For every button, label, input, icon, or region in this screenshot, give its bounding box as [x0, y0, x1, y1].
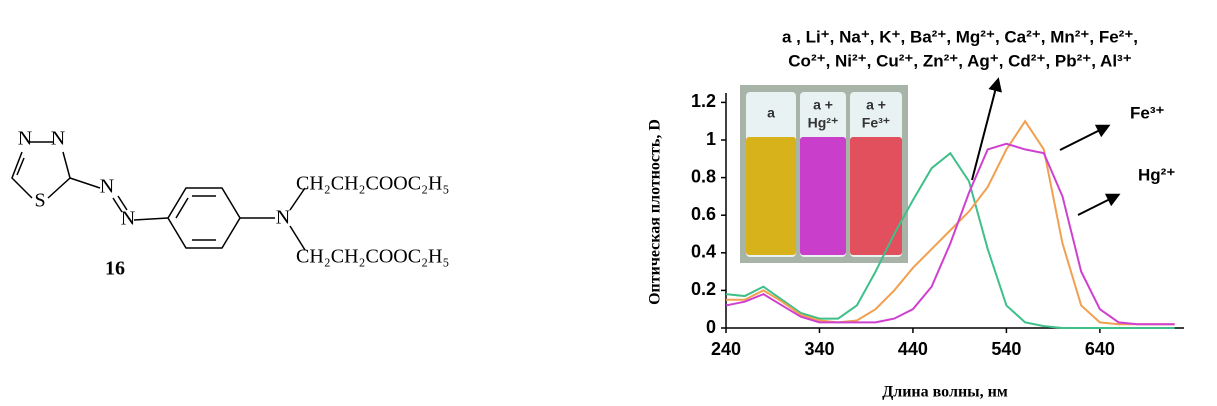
x-tick-label: 340	[804, 339, 834, 359]
x-tick-label: 640	[1085, 339, 1115, 359]
compound-label: 16	[105, 258, 125, 280]
y-tick-label: 0.8	[691, 166, 716, 186]
inset-label: Hg²⁺	[808, 115, 839, 131]
inset-label: Fe³⁺	[862, 115, 890, 131]
y-tick-label: 0.2	[691, 279, 716, 299]
y-tick-label: 0.4	[691, 242, 716, 262]
azo-bonds	[70, 178, 168, 220]
atom: N	[18, 128, 32, 150]
amine-bonds	[240, 188, 305, 250]
x-tick-label: 440	[898, 339, 928, 359]
structure: N N S N N N CH₂CH₂COOC₂H₅ CH₂CH₂COOC₂H₅ …	[12, 128, 449, 280]
arrow	[1060, 126, 1108, 150]
atom: S	[34, 190, 45, 212]
atom: N	[121, 208, 135, 230]
annotation: Co²⁺, Ni²⁺, Cu²⁺, Zn²⁺, Ag⁺, Cd²⁺, Pb²⁺,…	[788, 51, 1131, 70]
inset-label: a +	[813, 97, 833, 113]
vial-liquid	[800, 137, 846, 255]
atom: N	[276, 207, 290, 229]
x-tick-label: 240	[711, 339, 741, 359]
y-tick-label: 0	[706, 317, 716, 337]
vial-liquid	[746, 137, 796, 255]
annotation: a , Li⁺, Na⁺, K⁺, Ba²⁺, Mg²⁺, Ca²⁺, Mn²⁺…	[782, 27, 1138, 46]
arrow	[1078, 195, 1118, 215]
benzene	[168, 188, 240, 248]
atom: N	[51, 128, 65, 150]
annotation: Fe³⁺	[1130, 103, 1165, 122]
inset-label: a +	[866, 97, 886, 113]
benzene-inner	[176, 196, 216, 240]
substituent: CH₂CH₂COOC₂H₅	[296, 173, 449, 195]
annotation: Hg²⁺	[1138, 165, 1175, 184]
vial-liquid	[850, 137, 902, 255]
inset-photo: a a + Hg²⁺ a + Fe³⁺	[740, 85, 908, 263]
y-tick-label: 1.2	[691, 91, 716, 111]
y-tick-label: 1	[706, 129, 716, 149]
arrow	[972, 80, 998, 180]
inset-label: a	[767, 105, 775, 121]
x-tick-label: 540	[991, 339, 1021, 359]
y-tick-label: 0.6	[691, 204, 716, 224]
y-axis-label: Оптическая плотность, D	[647, 119, 664, 305]
figure: N N S N N N CH₂CH₂COOC₂H₅ CH₂CH₂COOC₂H₅ …	[0, 0, 1217, 406]
x-axis-label: Длина волны, нм	[882, 384, 1008, 401]
substituent: CH₂CH₂COOC₂H₅	[296, 246, 449, 268]
atom: N	[100, 176, 114, 198]
